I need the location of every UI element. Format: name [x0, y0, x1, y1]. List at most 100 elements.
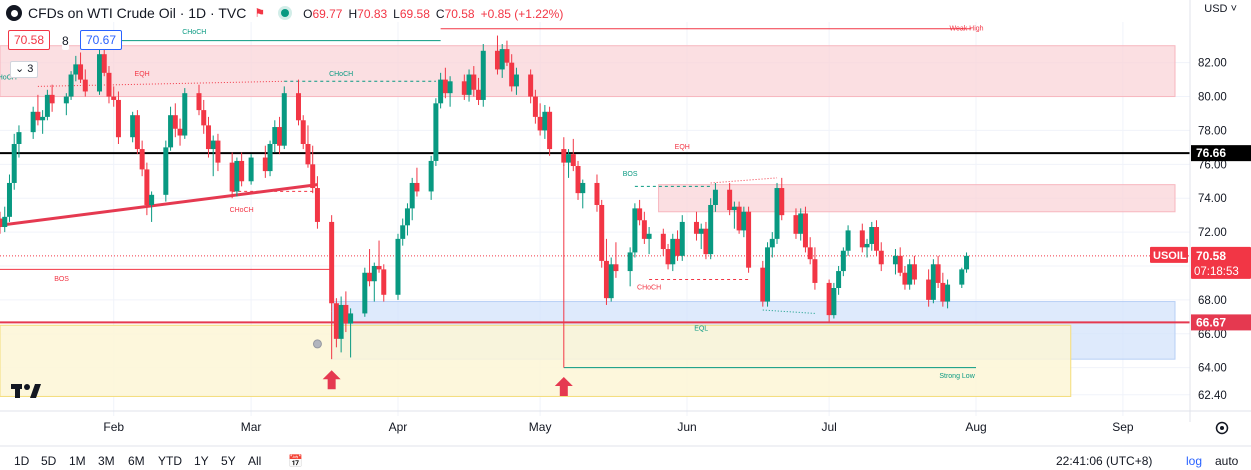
candle[interactable] [945, 279, 951, 309]
candle[interactable] [494, 35, 500, 75]
candle[interactable] [106, 66, 112, 104]
candle[interactable] [902, 265, 908, 290]
candle[interactable] [499, 44, 505, 78]
candle[interactable] [134, 110, 140, 155]
candle[interactable] [765, 242, 771, 307]
candle[interactable] [73, 55, 79, 82]
candle[interactable] [603, 238, 609, 305]
candle[interactable] [395, 233, 401, 300]
candle[interactable] [627, 247, 633, 287]
price-axis[interactable] [1190, 0, 1251, 448]
candle[interactable] [836, 265, 842, 295]
candle[interactable] [234, 157, 240, 197]
candle[interactable] [959, 267, 965, 289]
candle[interactable] [442, 67, 448, 99]
candle[interactable] [329, 215, 335, 312]
candle[interactable] [741, 206, 747, 238]
candle[interactable] [746, 206, 752, 273]
candle[interactable] [646, 227, 652, 255]
settings-gear-icon[interactable] [1215, 421, 1229, 435]
timeframe-1d[interactable]: 1D [14, 454, 30, 468]
candle[interactable] [480, 44, 486, 107]
candle[interactable] [911, 255, 917, 285]
candle[interactable] [63, 93, 69, 116]
candle[interactable] [599, 199, 605, 268]
candle[interactable] [509, 54, 515, 92]
candle[interactable] [703, 221, 709, 260]
indicators-toggle[interactable]: ⌄ 3 [10, 61, 39, 78]
candle[interactable] [277, 116, 283, 155]
trendline[interactable] [0, 183, 318, 227]
candle[interactable] [964, 252, 970, 273]
candle[interactable] [831, 282, 837, 319]
candle[interactable] [779, 177, 785, 221]
candle[interactable] [414, 167, 420, 197]
candle[interactable] [812, 247, 818, 290]
candle[interactable] [428, 155, 434, 200]
clock[interactable]: 22:41:06 (UTC+8) [1056, 454, 1153, 468]
candle[interactable] [144, 162, 150, 216]
candle[interactable] [869, 221, 875, 251]
candlestick-chart[interactable]: CHoCH EQH CHoCH Weak High CHoCH BOS BOS EQH CHoC… [0, 0, 1251, 448]
candle[interactable] [101, 49, 107, 77]
candle[interactable] [371, 262, 377, 302]
candle[interactable] [281, 86, 287, 150]
candle[interactable] [409, 177, 415, 221]
candle[interactable] [575, 160, 581, 200]
candle[interactable] [168, 106, 174, 151]
candle[interactable] [845, 225, 851, 256]
timeframe-1y[interactable]: 1Y [194, 454, 209, 468]
candle[interactable] [537, 103, 543, 136]
candle[interactable] [215, 133, 221, 172]
candle[interactable] [2, 206, 8, 233]
timeframe-ytd[interactable]: YTD [158, 454, 182, 468]
candle[interactable] [310, 145, 316, 194]
candle[interactable] [6, 174, 12, 222]
candle[interactable] [826, 279, 832, 322]
candle[interactable] [632, 203, 638, 258]
candle[interactable] [641, 211, 647, 244]
candle[interactable] [504, 40, 510, 67]
candle[interactable] [362, 267, 368, 317]
candle[interactable] [802, 206, 808, 253]
candle[interactable] [68, 71, 74, 100]
timeframe-1m[interactable]: 1M [69, 454, 86, 468]
candle[interactable] [248, 154, 254, 185]
candle[interactable] [793, 208, 799, 239]
calendar-range-icon[interactable]: 📅 [288, 454, 303, 468]
candle[interactable] [163, 140, 169, 202]
candle[interactable] [78, 52, 84, 83]
sell-price-box[interactable]: 70.58 [8, 30, 51, 50]
candle[interactable] [300, 115, 306, 150]
candle[interactable] [874, 220, 880, 256]
candle[interactable] [727, 182, 733, 216]
candle[interactable] [566, 149, 572, 178]
candle[interactable] [35, 94, 41, 126]
timeframe-all[interactable]: All [248, 454, 262, 468]
candle[interactable] [272, 120, 278, 153]
candle[interactable] [513, 67, 519, 95]
symbol-title[interactable]: CFDs on WTI Crude Oil · 1D · TVC [28, 5, 247, 21]
candle[interactable] [708, 198, 714, 260]
candle[interactable] [466, 69, 472, 102]
candle[interactable] [528, 69, 534, 104]
candle[interactable] [907, 259, 913, 290]
candle[interactable] [115, 91, 121, 144]
candle[interactable] [433, 98, 439, 167]
candle[interactable] [930, 259, 936, 304]
candle[interactable] [239, 152, 245, 187]
candle[interactable] [381, 264, 387, 302]
candle[interactable] [82, 69, 88, 97]
candle[interactable] [30, 106, 36, 139]
candle[interactable] [897, 247, 903, 277]
candle[interactable] [314, 176, 320, 229]
candle[interactable] [400, 218, 406, 246]
candle[interactable] [693, 211, 699, 241]
candle[interactable] [608, 257, 614, 302]
timeframe-3m[interactable]: 3M [98, 454, 115, 468]
candle[interactable] [447, 76, 453, 107]
candle[interactable] [40, 110, 46, 134]
candle[interactable] [892, 249, 898, 275]
currency-selector[interactable]: USD ˅ [1204, 3, 1237, 15]
candle[interactable] [149, 191, 155, 222]
